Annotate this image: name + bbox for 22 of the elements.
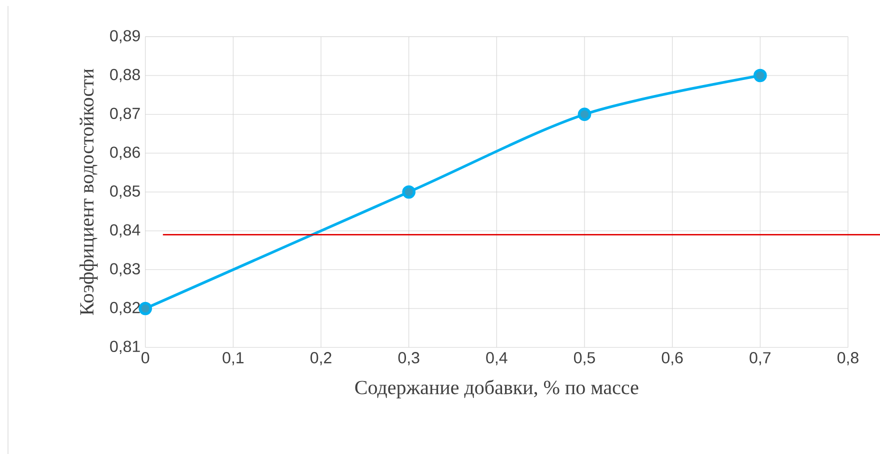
y-tick-label: 0,89: [110, 30, 140, 44]
x-tick-label: 0: [142, 352, 150, 364]
x-tick-label: 0,2: [310, 352, 332, 366]
point: [578, 108, 592, 122]
y-tick-label: 0,86: [110, 146, 140, 160]
x-tick-label: 0,6: [662, 352, 683, 366]
point: [402, 185, 416, 199]
x-tick-label: 0,3: [398, 352, 420, 366]
y-axis-title: Коэффициент водостойкости: [80, 68, 98, 316]
y-tick-label: 0,87: [110, 108, 140, 121]
x-tick-label: 0,1: [222, 352, 244, 366]
y-tick-label: 0,88: [110, 68, 140, 82]
y-tick-label: 0,81: [110, 340, 140, 354]
x-tick-label: 0,7: [750, 352, 770, 366]
x-tick-label: 0,5: [574, 352, 595, 366]
y-tick-label: 0,85: [110, 185, 140, 199]
point: [753, 68, 767, 82]
x-axis-title: Содержание добавки, % по массе: [355, 380, 638, 398]
x-tick-label: 0,4: [486, 352, 508, 366]
y-tick-label: 0,84: [110, 224, 140, 238]
y-tick-label: 0,83: [110, 263, 140, 276]
x-tick-label: 0,8: [838, 352, 858, 366]
